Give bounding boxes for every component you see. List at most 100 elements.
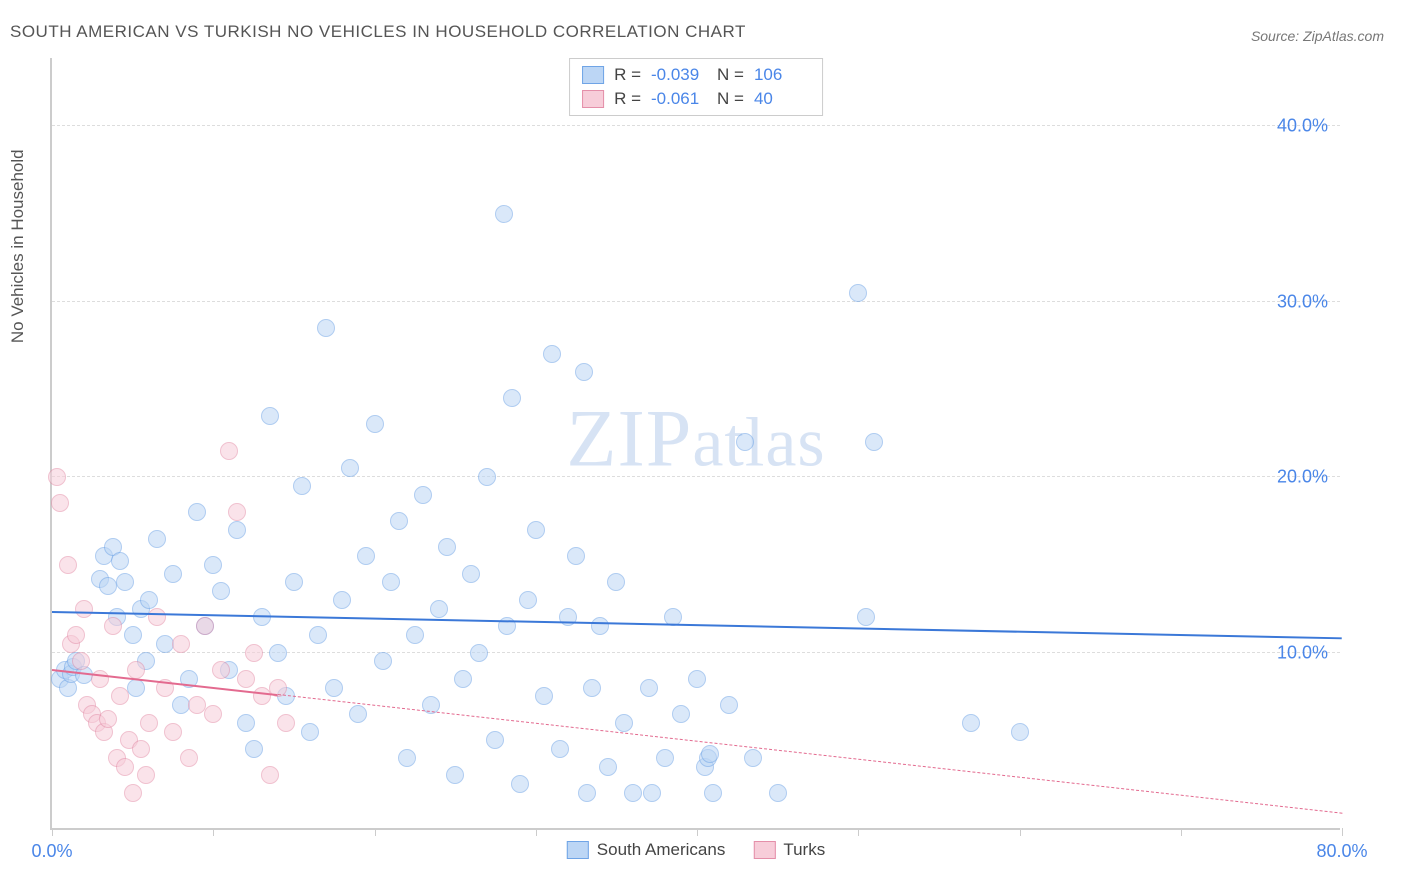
data-point [277,714,295,732]
x-tick-mark [536,828,537,836]
legend-label: South Americans [597,840,726,860]
data-point [567,547,585,565]
data-point [204,705,222,723]
stat-r-label: R = [614,65,641,85]
data-point [228,521,246,539]
data-point [624,784,642,802]
data-point [414,486,432,504]
trend-line [52,611,1342,639]
stat-r-label: R = [614,89,641,109]
data-point [91,670,109,688]
data-point [140,591,158,609]
data-point [640,679,658,697]
data-point [237,714,255,732]
data-point [325,679,343,697]
stat-r-value: -0.039 [651,65,707,85]
legend: South Americans Turks [567,840,825,860]
data-point [104,617,122,635]
data-point [212,661,230,679]
data-point [744,749,762,767]
data-point [430,600,448,618]
x-tick-mark [213,828,214,836]
data-point [99,710,117,728]
data-point [172,635,190,653]
data-point [720,696,738,714]
data-point [849,284,867,302]
data-point [111,687,129,705]
data-point [269,644,287,662]
data-point [578,784,596,802]
data-point [519,591,537,609]
data-point [137,766,155,784]
trend-line [278,694,1342,814]
data-point [857,608,875,626]
data-point [511,775,529,793]
data-point [124,784,142,802]
data-point [148,530,166,548]
data-point [228,503,246,521]
data-point [75,600,93,618]
data-point [643,784,661,802]
data-point [454,670,472,688]
data-point [704,784,722,802]
data-point [51,494,69,512]
stat-n-label: N = [717,65,744,85]
data-point [349,705,367,723]
y-tick-label: 10.0% [1277,642,1328,663]
x-tick-mark [1181,828,1182,836]
series-swatch [582,90,604,108]
data-point [309,626,327,644]
data-point [127,679,145,697]
stats-row: R =-0.039N =106 [582,63,810,87]
data-point [503,389,521,407]
data-point [253,608,271,626]
data-point [99,577,117,595]
y-axis-label: No Vehicles in Household [8,149,28,343]
data-point [127,661,145,679]
data-point [140,714,158,732]
data-point [124,626,142,644]
data-point [366,415,384,433]
x-tick-mark [52,828,53,836]
data-point [406,626,424,644]
data-point [559,608,577,626]
data-point [333,591,351,609]
stats-row: R =-0.061N =40 [582,87,810,111]
y-tick-label: 20.0% [1277,467,1328,488]
data-point [607,573,625,591]
source-link[interactable]: ZipAtlas.com [1303,28,1384,44]
data-point [575,363,593,381]
data-point [591,617,609,635]
data-point [164,723,182,741]
data-point [237,670,255,688]
data-point [769,784,787,802]
data-point [293,477,311,495]
data-point [220,442,238,460]
data-point [180,749,198,767]
chart-title: SOUTH AMERICAN VS TURKISH NO VEHICLES IN… [10,22,746,42]
watermark: ZIPatlas [566,391,825,485]
data-point [527,521,545,539]
data-point [390,512,408,530]
data-point [301,723,319,741]
y-tick-label: 40.0% [1277,116,1328,137]
data-point [470,644,488,662]
data-point [148,608,166,626]
data-point [188,503,206,521]
gridline [52,125,1340,126]
gridline [52,476,1340,477]
data-point [196,617,214,635]
data-point [486,731,504,749]
data-point [462,565,480,583]
x-tick-mark [1020,828,1021,836]
data-point [67,626,85,644]
data-point [317,319,335,337]
x-tick-mark [375,828,376,836]
legend-swatch [567,841,589,859]
data-point [736,433,754,451]
data-point [253,687,271,705]
data-point [962,714,980,732]
legend-label: Turks [783,840,825,860]
data-point [48,468,66,486]
data-point [261,766,279,784]
